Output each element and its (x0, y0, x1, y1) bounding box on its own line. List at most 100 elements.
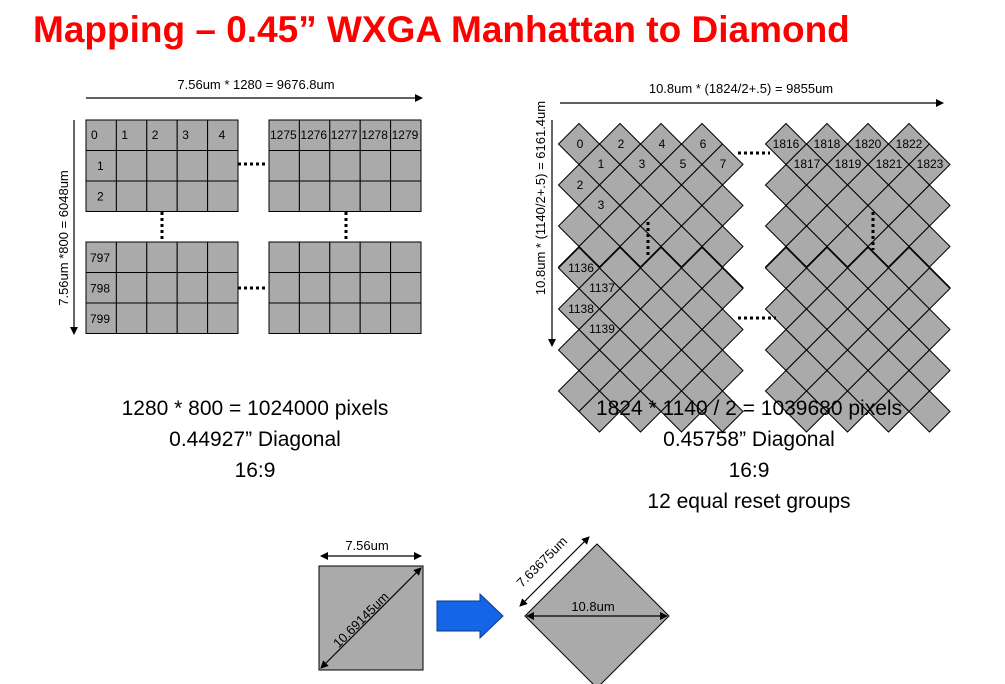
manhattan-cell (146, 302, 178, 334)
manhattan-col-label: 1278 (361, 128, 388, 142)
manhattan-cell (329, 272, 361, 304)
manhattan-col-label: 4 (219, 128, 226, 142)
diamond-grids (557, 122, 951, 433)
diamond-cell (660, 390, 703, 433)
diamond-cell-label: 1821 (876, 157, 903, 171)
diamond-cell (785, 390, 828, 433)
manhattan-cell (146, 272, 178, 304)
manhattan-cell (359, 241, 392, 273)
manhattan-cell (207, 241, 239, 273)
manhattan-row-label: 2 (97, 190, 104, 204)
manhattan-cell (146, 119, 178, 151)
manhattan-cell (176, 150, 209, 182)
diamond-cell-label: 1823 (917, 157, 944, 171)
manhattan-height-label: 7.56um *800 = 6048um (56, 170, 71, 306)
diamond-cell-label: 6 (700, 137, 707, 151)
diamond-cell (619, 390, 662, 433)
manhattan-cell (268, 180, 300, 212)
manhattan-cell (207, 302, 239, 334)
diamond-cell (701, 390, 744, 433)
manhattan-cell (207, 119, 239, 151)
manhattan-col-label: 1277 (331, 128, 358, 142)
manhattan-col-label: 1275 (270, 128, 297, 142)
manhattan-cell (268, 272, 300, 304)
diamond-cell-label: 1137 (589, 281, 615, 295)
diamond-width-label: 10.8um * (1824/2+.5) = 9855um (649, 81, 833, 96)
manhattan-cell (207, 180, 239, 212)
manhattan-cell (176, 302, 209, 334)
diamond-cell-label: 0 (577, 137, 584, 151)
manhattan-cell (298, 241, 331, 273)
manhattan-caption-diagonal: 0.44927” Diagonal (169, 428, 341, 451)
diamond-cell-label: 1820 (855, 137, 882, 151)
diamond-cell-label: 1139 (589, 322, 615, 336)
manhattan-cell (176, 241, 209, 273)
manhattan-cell (115, 241, 148, 273)
diamond-dotted-connectors (646, 151, 875, 320)
manhattan-cell (298, 119, 331, 151)
manhattan-cell (329, 150, 361, 182)
diamond-caption-pixels: 1824 * 1140 / 2 = 1039680 pixels (595, 397, 903, 420)
manhattan-grids (85, 119, 422, 334)
diamond-caption-reset-groups: 12 equal reset groups (647, 490, 851, 513)
diamond-cell (867, 390, 910, 433)
diamond-width-pixel-label: 10.8um (571, 599, 614, 614)
diamond-cell-label: 1817 (794, 157, 821, 171)
manhattan-cell (298, 272, 331, 304)
diamond-labels: 0123456723181618171818181918201821182218… (568, 137, 944, 336)
manhattan-cell (390, 180, 422, 212)
manhattan-row-label: 1 (97, 159, 104, 173)
diamond-cell-label: 1816 (773, 137, 800, 151)
manhattan-cell (85, 302, 117, 334)
manhattan-cell (298, 180, 331, 212)
diamond-cell-label: 5 (680, 157, 687, 171)
manhattan-cell (268, 241, 300, 273)
slide-title: Mapping – 0.45” WXGA Manhattan to Diamon… (33, 9, 850, 50)
manhattan-cell (390, 272, 422, 304)
manhattan-col-label: 1279 (392, 128, 419, 142)
manhattan-cell (85, 180, 117, 212)
diamond-cell-label: 2 (618, 137, 625, 151)
manhattan-cell (359, 272, 392, 304)
diamond-cell-label: 1138 (568, 302, 594, 316)
diamond-cell (826, 390, 869, 433)
diamond-cell (578, 390, 621, 433)
manhattan-col-label: 1 (121, 128, 128, 142)
manhattan-cell (115, 180, 148, 212)
manhattan-cell (390, 302, 422, 334)
manhattan-col-label: 2 (152, 128, 159, 142)
manhattan-cell (390, 241, 422, 273)
manhattan-width-label: 7.56um * 1280 = 9676.8um (177, 77, 334, 92)
manhattan-cell (298, 302, 331, 334)
manhattan-col-label: 3 (182, 128, 189, 142)
manhattan-cell (329, 180, 361, 212)
manhattan-cell (146, 150, 178, 182)
diamond-cell-label: 1819 (835, 157, 862, 171)
manhattan-cell (85, 241, 117, 273)
diamond-cell-label: 3 (639, 157, 646, 171)
manhattan-cell (359, 180, 392, 212)
manhattan-cell (329, 302, 361, 334)
manhattan-col-label: 0 (91, 128, 98, 142)
manhattan-caption-ratio: 16:9 (234, 459, 276, 482)
manhattan-cell (176, 180, 209, 212)
manhattan-row-label: 797 (90, 251, 110, 265)
square-pixel (318, 552, 424, 671)
manhattan-cell (115, 150, 148, 182)
diamond-cell-label: 7 (720, 157, 727, 171)
manhattan-caption-pixels: 1280 * 800 = 1024000 pixels (121, 397, 389, 420)
diamond-height-label: 10.8um * (1140/2+.5) = 6161.4um (533, 101, 548, 295)
diamond-caption: 1824 * 1140 / 2 = 1039680 pixels 0.45758… (530, 393, 968, 517)
manhattan-labels: 0 1 2 3 4 1 2 1275 1276 1277 1278 1279 797 798 799 (90, 128, 419, 326)
manhattan-cell (359, 119, 392, 151)
manhattan-cell (146, 180, 178, 212)
diamond-cell-label: 1822 (896, 137, 923, 151)
diamond-cell-label: 1136 (568, 261, 594, 275)
manhattan-row-label: 799 (90, 312, 110, 326)
manhattan-cell (359, 302, 392, 334)
manhattan-cell (268, 150, 300, 182)
manhattan-cell (115, 272, 148, 304)
square-side-label: 7.56um (345, 538, 388, 553)
manhattan-cell (146, 241, 178, 273)
diamond-cell-label: 1818 (814, 137, 841, 151)
